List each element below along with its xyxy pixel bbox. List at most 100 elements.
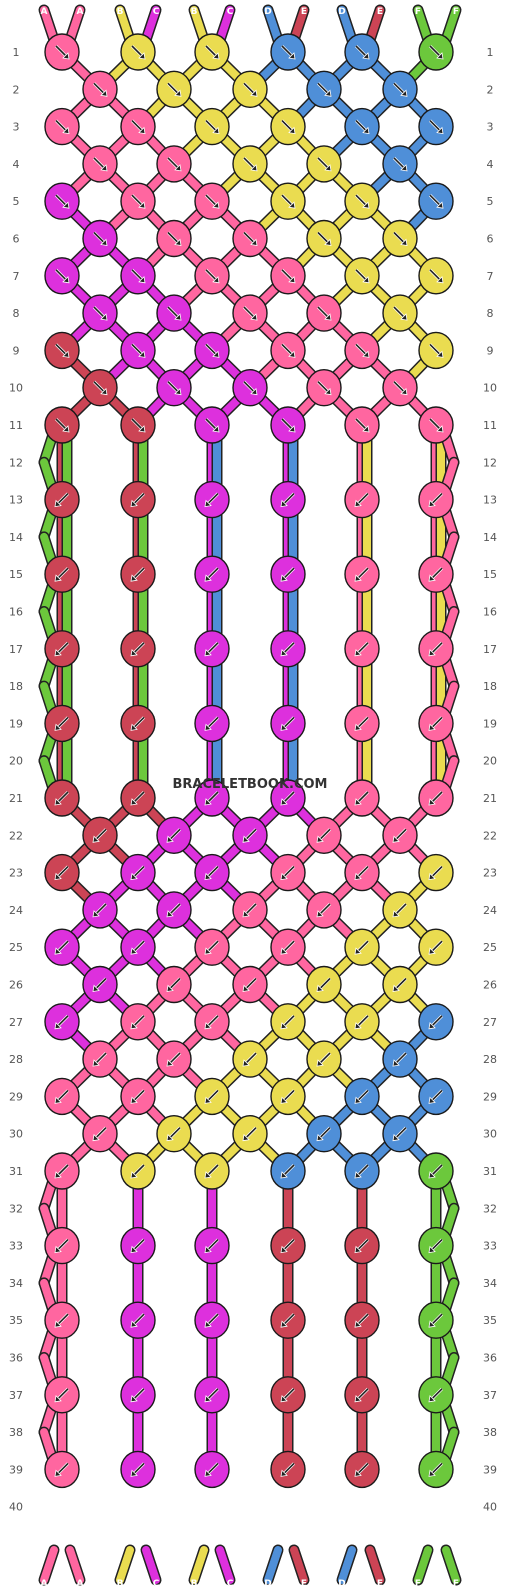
top-string-label: F [415,7,421,17]
knot [82,1040,118,1078]
backward-knot-arrow-icon [130,492,146,508]
knot [44,555,80,593]
backward-knot-arrow-icon [204,790,220,806]
row-number-right: 37 [483,1389,497,1402]
backward-knot-arrow-icon [428,641,444,657]
knot [270,107,306,146]
knot [232,1114,268,1153]
backward-knot-arrow-icon [130,567,146,582]
backward-knot-arrow-icon [280,1462,296,1477]
forward-knot-arrow-icon [130,119,146,135]
backward-knot-arrow-icon [316,828,332,843]
backward-knot-arrow-icon [280,1014,296,1030]
knot [44,853,80,892]
knot [270,33,306,71]
row-number-right: 12 [483,456,497,469]
knot [232,294,268,332]
forward-knot-arrow-icon [166,380,182,396]
row-number-left: 21 [9,792,23,805]
row-number-left: 39 [9,1463,23,1476]
backward-knot-arrow-icon [204,940,220,955]
forward-knot-arrow-icon [428,343,444,358]
knot [194,257,230,295]
knot [418,1152,454,1190]
forward-knot-arrow-icon [428,44,444,60]
knot [270,630,306,668]
bottom-tail [414,1546,432,1584]
knot [270,555,306,593]
row-number-right: 28 [483,1053,497,1066]
knot [194,928,230,966]
backward-knot-arrow-icon [204,1238,220,1254]
forward-knot-arrow-icon [130,44,146,60]
knot [270,406,306,444]
knot [44,928,80,966]
knot [344,406,380,444]
backward-knot-arrow-icon [92,1052,108,1067]
backward-knot-arrow-icon [204,865,220,881]
forward-knot-arrow-icon [428,417,444,433]
backward-knot-arrow-icon [130,790,146,806]
knot [156,219,192,258]
forward-knot-arrow-icon [204,44,220,60]
knot [306,965,342,1004]
backward-knot-arrow-icon [130,1163,146,1179]
backward-knot-arrow-icon [130,865,146,881]
backward-knot-arrow-icon [354,940,370,955]
top-string-label: D [338,7,345,17]
knot [44,1226,80,1265]
knot [82,70,118,109]
knot [344,1077,380,1116]
knot [418,1226,454,1265]
bottom-tail [290,1546,308,1584]
row-number-right: 24 [483,904,497,917]
backward-knot-arrow-icon [242,828,258,843]
knot [194,1077,230,1116]
top-string-label: C [153,7,160,17]
backward-knot-arrow-icon [242,977,258,992]
top-tail [338,6,356,44]
forward-knot-arrow-icon [354,343,370,358]
knot [270,1450,306,1489]
knot [120,1226,156,1265]
knot [194,480,230,519]
backward-knot-arrow-icon [166,1052,182,1067]
top-tail [190,6,208,44]
knot [82,219,118,258]
row-number-right: 16 [483,606,497,619]
row-number-left: 29 [9,1090,23,1103]
backward-knot-arrow-icon [92,828,108,843]
row-number-left: 36 [9,1352,23,1365]
row-number-right: 17 [483,643,497,656]
knot [156,369,192,407]
row-number-left: 35 [9,1314,23,1327]
knot [306,1114,342,1153]
row-number-right: 3 [487,121,494,134]
knot [418,630,454,668]
knot [344,33,380,71]
forward-knot-arrow-icon [130,194,146,209]
knot [194,1152,230,1190]
top-tail [216,6,234,44]
row-number-left: 32 [9,1202,23,1215]
knot [44,1450,80,1489]
knot [44,630,80,668]
knot [194,107,230,146]
knots-layer [44,33,454,1489]
knot [344,928,380,966]
backward-knot-arrow-icon [280,790,296,806]
forward-knot-arrow-icon [316,306,332,321]
bottom-string-label: D [264,1579,271,1589]
backward-knot-arrow-icon [54,1238,70,1254]
row-number-left: 30 [9,1128,23,1141]
backward-knot-arrow-icon [166,828,182,843]
backward-knot-arrow-icon [54,940,70,955]
row-number-right: 14 [483,531,497,544]
knot [344,1450,380,1489]
bottom-string-label: E [301,1579,307,1589]
knot [344,182,380,220]
forward-knot-arrow-icon [280,194,296,209]
row-number-left: 20 [9,755,23,768]
row-number-right: 1 [487,46,494,59]
